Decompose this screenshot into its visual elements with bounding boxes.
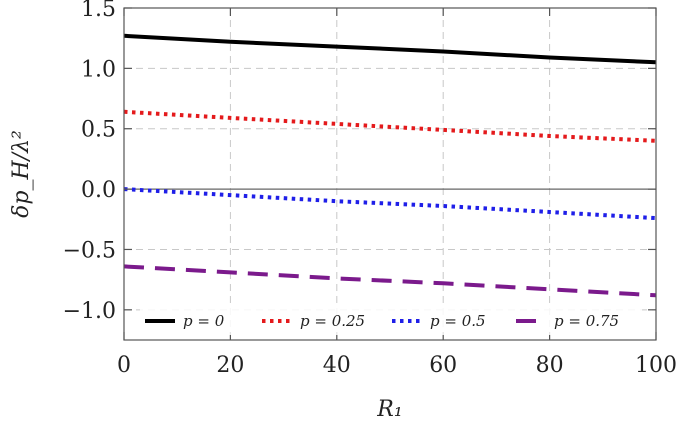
x-tick-label: 40 (323, 353, 351, 378)
legend-label-2: p = 0.5 (430, 312, 486, 330)
series-line-3 (123, 264, 657, 298)
plot-background (124, 8, 656, 340)
y-tick-label: 1.0 (81, 57, 116, 82)
plot-frame (123, 7, 657, 341)
y-tick-label: 0.5 (81, 118, 116, 143)
legend: p = 0 p = 0.25 p = 0.5 p = 0.75 (140, 307, 642, 335)
x-tick-label: 100 (635, 353, 677, 378)
x-tick-label: 20 (216, 353, 244, 378)
x-tick-label: 80 (536, 353, 564, 378)
series-line-0 (123, 33, 657, 65)
y-tick-label: −0.5 (63, 238, 116, 263)
series-line-2 (123, 187, 657, 221)
x-tick-label: 60 (429, 353, 457, 378)
y-axis-title: δp_H/λ² (9, 130, 34, 218)
legend-label-0: p = 0 (183, 312, 225, 330)
legend-label-3: p = 0.75 (554, 312, 619, 330)
y-tick-label: 1.5 (81, 0, 116, 22)
y-tick-label: −1.0 (63, 299, 116, 324)
legend-box (140, 307, 642, 335)
legend-label-1: p = 0.25 (300, 312, 365, 330)
y-tick-label: 0.0 (81, 178, 116, 203)
series-line-1 (123, 109, 657, 143)
x-axis-title: R₁ (376, 397, 402, 422)
x-tick-label: 0 (117, 353, 131, 378)
series-layer (123, 33, 657, 298)
ticks: 0 20 40 60 80 100 1.5 1.0 0.5 0.0 −0.5 −1.0 (63, 0, 677, 378)
